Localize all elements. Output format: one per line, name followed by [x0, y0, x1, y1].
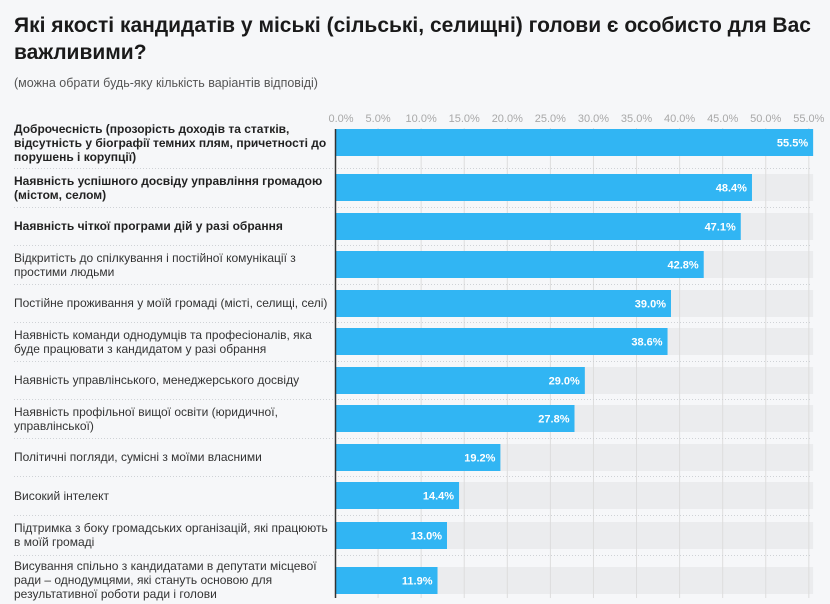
x-tick-label: 50.0% [750, 113, 781, 125]
bar [335, 251, 704, 278]
bar [335, 367, 585, 394]
x-tick-label: 45.0% [707, 113, 738, 125]
bar [335, 482, 460, 509]
x-tick-label: 5.0% [366, 113, 391, 125]
bar-value-label: 13.0% [411, 531, 442, 543]
category-label: Відкритість до спілкування і постійної к… [14, 250, 296, 279]
category-label: Наявність успішного досвіду управління г… [14, 173, 323, 202]
x-tick-label: 15.0% [449, 113, 480, 125]
x-tick-label: 40.0% [664, 113, 695, 125]
bar [335, 444, 501, 471]
category-label: Високий інтелект [14, 488, 109, 503]
bar [335, 174, 752, 201]
bar-value-label: 42.8% [668, 260, 699, 272]
bar [335, 522, 447, 549]
bar-value-label: 27.8% [538, 414, 569, 426]
x-tick-label: 25.0% [535, 113, 566, 125]
bar-value-label: 19.2% [464, 453, 495, 465]
bar [335, 567, 438, 594]
x-tick-label: 0.0% [328, 113, 353, 125]
category-label: Наявність профільної вищої освіти (юриди… [14, 404, 278, 433]
bar [335, 328, 668, 355]
bar [335, 129, 814, 156]
bar-value-label: 48.4% [716, 183, 747, 195]
bar-value-label: 47.1% [705, 222, 736, 234]
bar [335, 290, 671, 317]
bar-value-label: 11.9% [402, 576, 433, 588]
bar [335, 213, 741, 240]
bar-value-label: 29.0% [549, 376, 580, 388]
bar-value-label: 39.0% [635, 299, 666, 311]
bar-value-label: 38.6% [631, 337, 662, 349]
bar-value-label: 55.5% [777, 138, 808, 150]
category-label: Підтримка з боку громадських організацій… [14, 521, 328, 549]
category-label: Наявність чіткої програми дій у разі обр… [14, 219, 283, 233]
category-label: Наявність управлінського, менеджерського… [14, 373, 300, 387]
bar-value-label: 14.4% [423, 491, 454, 503]
x-tick-label: 55.0% [793, 113, 824, 125]
chart-title: Які якості кандидатів у міські (сільські… [14, 14, 811, 64]
x-tick-label: 10.0% [406, 113, 437, 125]
category-label: Доброчесність (прозорість доходів та ста… [14, 122, 327, 164]
category-label: Наявність команди однодумців та професіо… [14, 327, 312, 356]
x-tick-label: 35.0% [621, 113, 652, 125]
category-label: Постійне проживання у моїй громаді (міст… [14, 296, 328, 310]
category-label: Політичні погляди, сумісні з моїми власн… [14, 450, 262, 464]
bar [335, 405, 575, 432]
x-tick-label: 20.0% [492, 113, 523, 125]
category-label: Висування спільно з кандидатами в депута… [14, 558, 317, 601]
x-tick-label: 30.0% [578, 113, 609, 125]
chart-subtitle: (можна обрати будь-яку кількість варіант… [14, 76, 318, 90]
